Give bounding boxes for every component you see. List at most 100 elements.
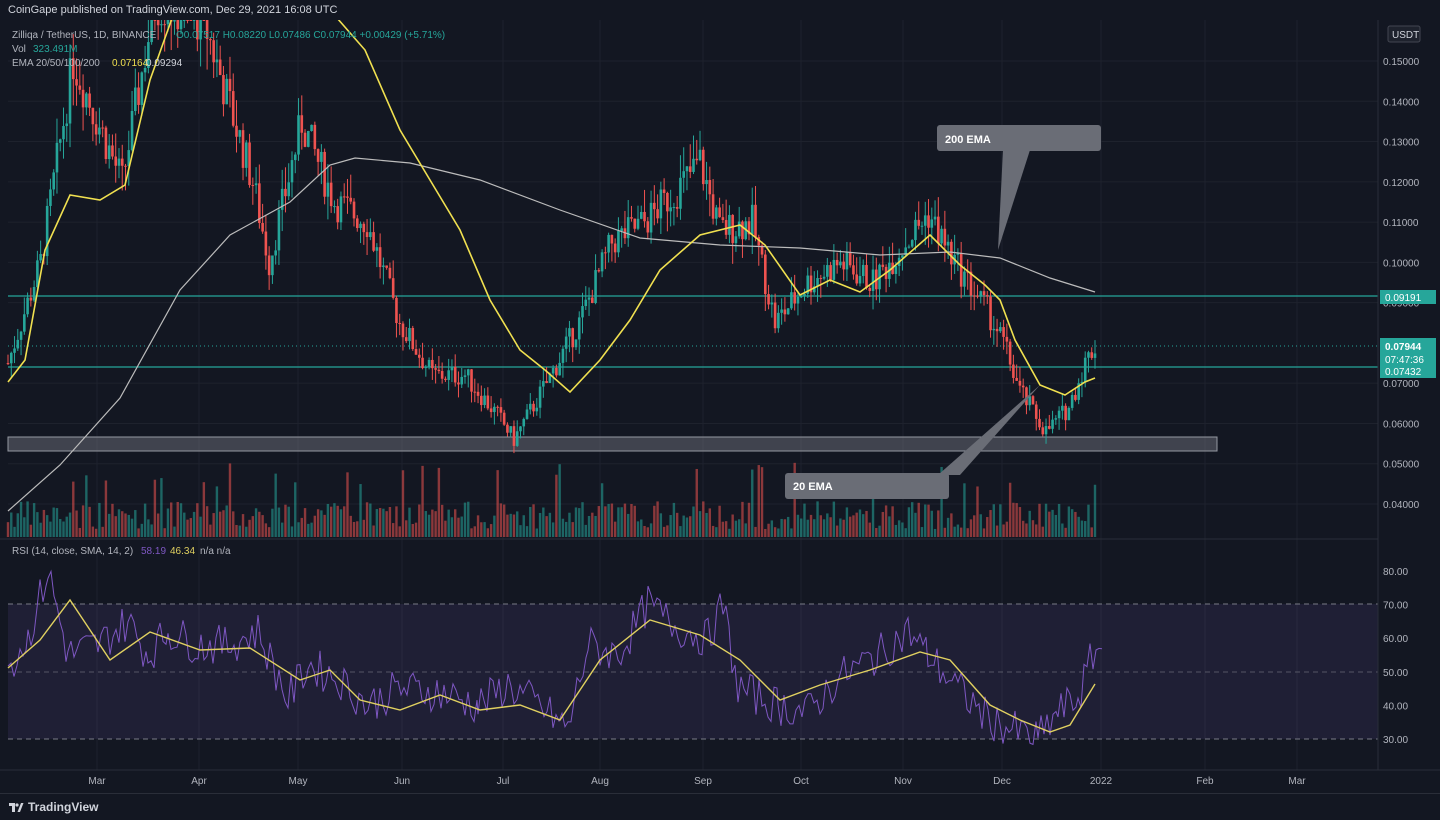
time-tick-label: Jun bbox=[394, 776, 410, 787]
candle-body bbox=[202, 20, 206, 21]
candle-body bbox=[287, 182, 291, 197]
price-tick-label: 0.09000 bbox=[1383, 299, 1420, 310]
candle-body bbox=[156, 20, 160, 26]
volume-bar bbox=[711, 525, 715, 537]
candle-body bbox=[992, 328, 996, 331]
candle-body bbox=[1061, 405, 1064, 411]
volume-bar bbox=[715, 527, 718, 537]
volume-bar bbox=[959, 527, 963, 537]
candle-body bbox=[1044, 426, 1048, 435]
volume-bar bbox=[979, 514, 982, 537]
candle-body bbox=[764, 254, 767, 295]
candle-body bbox=[558, 362, 561, 376]
volume-bar bbox=[59, 518, 62, 537]
volume-bar bbox=[826, 513, 829, 537]
volume-bar bbox=[1057, 503, 1061, 537]
volume-bar bbox=[329, 506, 333, 537]
candle-body bbox=[568, 328, 571, 337]
candle-body bbox=[639, 211, 643, 219]
volume-bar bbox=[440, 504, 444, 537]
volume-bar bbox=[721, 521, 725, 537]
volume-bar bbox=[698, 511, 702, 537]
candle-body bbox=[796, 296, 800, 304]
volume-bar bbox=[1018, 507, 1022, 537]
candle-body bbox=[502, 412, 506, 425]
rsi-tick-label: 70.00 bbox=[1383, 601, 1408, 612]
volume-bar bbox=[336, 505, 339, 537]
rsi-value: 58.19 bbox=[141, 546, 166, 557]
candle-body bbox=[832, 259, 836, 280]
currency-button[interactable] bbox=[1387, 25, 1421, 43]
volume-bar bbox=[728, 528, 731, 537]
volume-bar bbox=[613, 521, 617, 537]
candle-body bbox=[280, 188, 284, 210]
candle-body bbox=[244, 142, 248, 168]
volume-bar bbox=[764, 528, 767, 537]
candle-body bbox=[75, 79, 78, 86]
candle-body bbox=[532, 403, 535, 412]
ohlc-values: O0.07517 H0.08220 L0.07486 C0.07944 +0.0… bbox=[176, 30, 445, 41]
volume-bar bbox=[597, 506, 601, 537]
candle-body bbox=[496, 406, 499, 408]
candle-body bbox=[894, 265, 898, 274]
tradingview-logo-icon bbox=[9, 803, 24, 812]
volume-bar bbox=[489, 524, 493, 537]
candle-body bbox=[179, 20, 183, 30]
volume-bar bbox=[708, 508, 712, 537]
candle-body bbox=[515, 431, 519, 446]
volume-bar bbox=[431, 509, 434, 537]
price-chart[interactable]: 200 EMA 20 EMA Zilliqa / TetherUS, 1D, B… bbox=[0, 20, 1440, 793]
price-axis[interactable]: USDT 0.15000 0.14000 0.13000 0.12000 0.11000… bbox=[1377, 20, 1436, 770]
volume-bar bbox=[875, 527, 878, 537]
volume-bar bbox=[470, 528, 473, 537]
volume-label: Vol bbox=[12, 44, 26, 55]
candle-body bbox=[13, 348, 16, 353]
volume-bar bbox=[68, 512, 72, 537]
volume-bar bbox=[447, 509, 450, 537]
rsi-pane[interactable]: RSI (14, close, SMA, 14, 2) 58.19 46.34 … bbox=[7, 546, 1378, 746]
volume-bar bbox=[457, 517, 460, 537]
volume-bar bbox=[1077, 516, 1080, 537]
volume-bar bbox=[747, 502, 751, 537]
time-axis[interactable]: Mar Apr May Jun Jul Aug Sep Oct Nov Dec 2022 Feb Mar bbox=[0, 769, 1440, 787]
volume-bar bbox=[107, 513, 111, 537]
candle-body bbox=[385, 265, 388, 268]
volume-bar bbox=[529, 506, 532, 537]
candle-body bbox=[656, 209, 659, 219]
candle-body bbox=[976, 295, 979, 297]
candle-body bbox=[613, 243, 617, 253]
candle-body bbox=[473, 391, 477, 393]
candle-body bbox=[310, 124, 313, 132]
volume-bar bbox=[356, 521, 359, 537]
volume-bar bbox=[839, 518, 842, 537]
volume-bar bbox=[718, 505, 721, 537]
volume-bar bbox=[969, 519, 973, 537]
candle-body bbox=[336, 206, 339, 223]
publisher-header: CoinGape published on TradingView.com, D… bbox=[0, 0, 1440, 20]
volume-bar bbox=[1087, 504, 1090, 537]
candle-body bbox=[127, 150, 131, 167]
candle-body bbox=[241, 130, 245, 168]
volume-bar bbox=[437, 467, 441, 537]
footer-bar: TradingView bbox=[0, 793, 1440, 820]
volume-bar bbox=[359, 484, 362, 537]
candle-body bbox=[643, 211, 646, 222]
volume-bar bbox=[258, 511, 261, 537]
label-20-ema: 20 EMA bbox=[793, 481, 833, 493]
candle-body bbox=[499, 407, 503, 413]
volume-bar bbox=[94, 528, 98, 537]
candle-body bbox=[662, 189, 666, 193]
volume-bar bbox=[411, 523, 414, 537]
callout-20-ema: 20 EMA bbox=[785, 385, 1040, 499]
volume-bar bbox=[183, 512, 186, 537]
volume-bar bbox=[326, 503, 330, 537]
candle-body bbox=[293, 154, 297, 161]
volume-bar bbox=[91, 526, 95, 537]
volume-bar bbox=[986, 517, 989, 537]
volume-bar bbox=[153, 479, 157, 537]
volume-bar bbox=[617, 507, 620, 537]
candle-body bbox=[767, 294, 770, 305]
svg-text:07:47:36: 07:47:36 bbox=[1385, 355, 1424, 366]
candle-body bbox=[147, 42, 150, 68]
price-tick-label: 0.11000 bbox=[1383, 218, 1419, 229]
